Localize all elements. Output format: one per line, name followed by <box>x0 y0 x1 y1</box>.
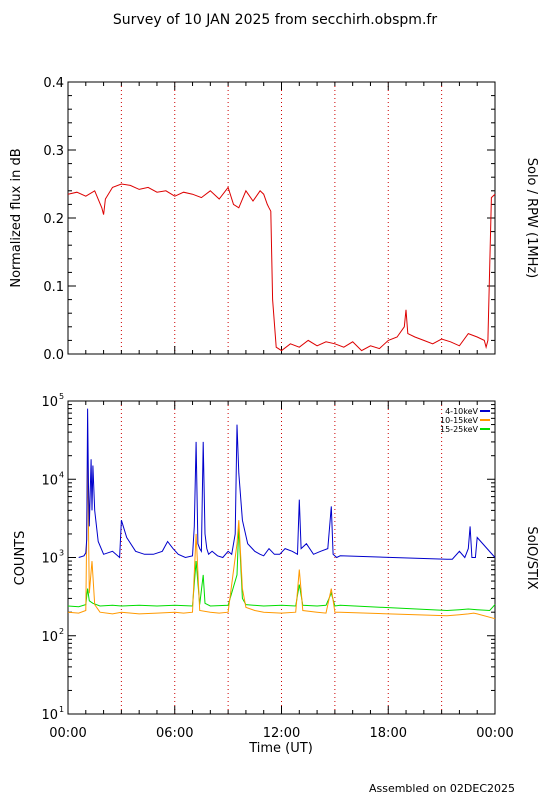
assembled-footer: Assembled on 02DEC2025 <box>369 782 515 795</box>
y-tick-exponent: 3 <box>59 549 64 558</box>
stix-series-line-4-10kev <box>78 408 496 560</box>
rpw-y-axis-label: Normalized flux in dB <box>9 148 24 287</box>
stix-legend: 4-10keV 10-15keV 15-25keV <box>440 407 490 434</box>
rpw-time-guides <box>120 82 443 354</box>
y-tick-label: 10 <box>41 395 58 410</box>
y-tick-exponent: 1 <box>59 705 64 714</box>
rpw-panel: 0.0 0.1 0.2 0.3 0.4 Normalized flux in dB So… <box>9 76 539 363</box>
y-tick-label: 10 <box>41 473 58 488</box>
y-tick-label: 0.4 <box>43 76 64 91</box>
y-tick-exponent: 2 <box>59 627 64 636</box>
x-tick-label: 00:00 <box>49 726 86 741</box>
legend-label-4-10kev: 4-10keV <box>445 407 478 416</box>
y-tick-label: 10 <box>41 552 58 567</box>
x-tick-label: 06:00 <box>156 726 193 741</box>
rpw-x-ticks <box>67 82 496 354</box>
x-tick-label: 00:00 <box>476 726 513 741</box>
stix-x-ticks <box>67 401 496 714</box>
y-tick-label: 10 <box>41 708 58 723</box>
stix-series-line-15-25kev <box>67 526 496 612</box>
stix-y-axis-label: COUNTS <box>13 531 28 586</box>
y-tick-label: 10 <box>41 630 58 645</box>
y-tick-label: 0.2 <box>43 212 64 227</box>
rpw-instrument-label: Solo / RPW (1MHz) <box>524 158 539 279</box>
stix-series-line-10-15kev <box>67 455 496 620</box>
rpw-y-axis: 0.0 0.1 0.2 0.3 0.4 <box>43 76 495 363</box>
rpw-flux-series-line <box>67 183 496 352</box>
y-tick-label: 0.0 <box>43 348 64 363</box>
x-axis-label: Time (UT) <box>248 741 313 756</box>
y-tick-label: 0.1 <box>43 280 64 295</box>
y-tick-exponent: 5 <box>59 392 64 401</box>
y-tick-exponent: 4 <box>59 470 64 479</box>
stix-instrument-label: SolO/STIX <box>524 526 539 589</box>
x-tick-label: 18:00 <box>370 726 407 741</box>
legend-label-15-25kev: 15-25keV <box>440 425 479 434</box>
page-title: Survey of 10 JAN 2025 from secchirh.obsp… <box>113 12 437 28</box>
legend-label-10-15kev: 10-15keV <box>440 416 479 425</box>
x-tick-label: 12:00 <box>263 726 300 741</box>
x-axis-tick-labels: 00:00 06:00 12:00 18:00 00:00 <box>49 726 513 741</box>
y-tick-label: 0.3 <box>43 144 64 159</box>
